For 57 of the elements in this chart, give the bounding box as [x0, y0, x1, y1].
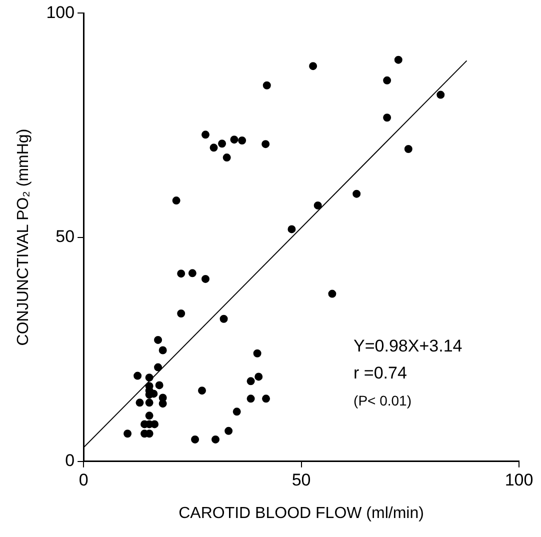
point: [154, 336, 162, 344]
point: [136, 398, 144, 407]
point: [158, 346, 167, 354]
x-tick-label: 50: [292, 470, 311, 490]
point: [352, 190, 361, 198]
point: [246, 394, 255, 403]
point: [201, 130, 210, 139]
point: [150, 420, 159, 428]
y-tick-label: 100: [46, 2, 75, 22]
point: [254, 372, 263, 381]
point: [394, 56, 402, 64]
point: [201, 274, 210, 283]
x-axis-title: CAROTID BLOOD FLOW (ml/min): [178, 504, 424, 522]
point: [177, 270, 186, 278]
point: [145, 412, 154, 420]
point: [210, 144, 218, 152]
point: [172, 196, 180, 205]
point: [154, 363, 162, 372]
point: [212, 435, 220, 444]
point: [191, 435, 200, 444]
point: [436, 90, 445, 99]
point: [232, 408, 241, 416]
point: [383, 114, 392, 122]
annotation: Y=0.98X+3.14: [354, 336, 462, 356]
point: [198, 386, 206, 395]
point: [262, 81, 271, 90]
point: [262, 394, 270, 403]
point: [188, 269, 196, 278]
point: [246, 377, 255, 386]
point: [404, 145, 412, 154]
y-axis-title: CONJUNCTIVAL PO₂ (mmHg): [15, 128, 32, 346]
point: [177, 309, 186, 318]
point: [288, 225, 296, 234]
point: [145, 398, 154, 407]
point: [383, 76, 392, 84]
point: [218, 140, 226, 148]
point: [253, 349, 262, 358]
point: [328, 290, 336, 298]
point: [224, 426, 233, 435]
annotation: r =0.74: [354, 364, 407, 383]
point: [155, 381, 164, 390]
point: [220, 314, 228, 323]
point: [124, 430, 132, 438]
point: [262, 140, 270, 148]
point: [314, 201, 322, 210]
point: [238, 136, 246, 144]
y-tick-label: 50: [56, 226, 75, 246]
point: [134, 372, 142, 380]
point: [158, 400, 167, 408]
point: [145, 374, 154, 382]
point: [222, 154, 231, 162]
x-tick-label: 100: [504, 470, 534, 490]
x-tick-label: 0: [78, 470, 88, 490]
y-tick-label: 0: [65, 451, 75, 470]
point: [230, 136, 238, 144]
annotation: (P< 0.01): [354, 392, 412, 409]
point: [309, 62, 318, 70]
